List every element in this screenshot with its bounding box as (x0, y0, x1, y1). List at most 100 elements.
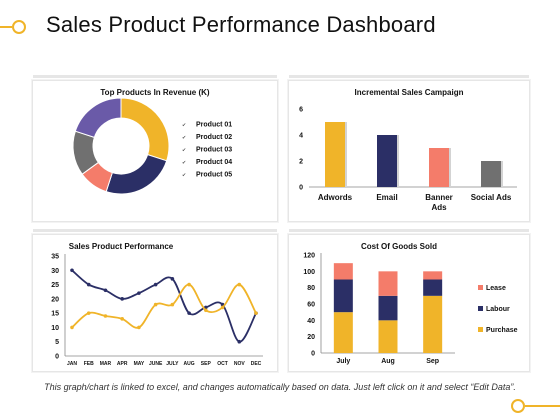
y-tick-label: 0 (299, 185, 303, 192)
series-point (204, 308, 208, 313)
series-point (137, 291, 141, 295)
x-tick-label: OCT (217, 361, 228, 367)
y-tick-label: 10 (51, 325, 59, 332)
legend-swatch (478, 306, 483, 311)
x-tick-label: NOV (234, 361, 246, 367)
stacked-bar-segment (378, 320, 398, 353)
y-tick-label: 40 (307, 318, 315, 325)
bar (429, 148, 449, 187)
x-tick-label: Banner (425, 193, 453, 202)
bar (481, 161, 501, 187)
series-point (103, 288, 108, 293)
legend-label: Product 03 (196, 147, 232, 154)
x-tick-label: July (336, 358, 350, 365)
footer-decoration-ring (511, 399, 525, 413)
legend-check-icon: ✔ (182, 173, 186, 179)
legend-label: Purchase (486, 327, 518, 334)
x-tick-label: DEC (251, 361, 262, 367)
x-tick-label: AUG (184, 361, 195, 367)
panel-top-bar (289, 75, 529, 78)
x-tick-label: Ads (431, 203, 447, 212)
y-tick-label: 0 (311, 351, 315, 358)
legend-swatch (478, 285, 483, 290)
panel-top-products: Top Products In Revenue (K) ✔ Product 01 ✔… (32, 75, 278, 222)
y-tick-label: 80 (307, 285, 315, 292)
x-tick-label: Adwords (318, 193, 353, 202)
panel-top-bar (33, 75, 277, 78)
x-tick-label: Sep (426, 358, 439, 365)
panel-top-bar (33, 229, 277, 232)
donut-slice (105, 154, 168, 195)
series-point (70, 268, 74, 273)
y-tick-label: 6 (299, 107, 303, 114)
series-line (71, 283, 257, 329)
y-tick-label: 120 (303, 253, 315, 260)
y-tick-label: 2 (299, 159, 303, 166)
y-tick-label: 100 (303, 269, 315, 276)
panel-sales-performance: Sales Product Performance 0 5 10 15 20 25 30 35… (32, 229, 278, 372)
legend-label: Lease (486, 285, 506, 292)
chart-title: Top Products In Revenue (K) (100, 88, 210, 97)
panel-incremental-sales: Incremental Sales Campaign 0 2 4 6 Adwords Em… (288, 75, 530, 222)
series-point (137, 325, 141, 330)
bar (377, 135, 397, 187)
series-point (120, 297, 124, 301)
stacked-bar-segment (423, 295, 443, 353)
legend-check-icon: ✔ (182, 148, 186, 154)
series-point (86, 311, 91, 315)
series-point (187, 311, 191, 315)
bar (325, 122, 345, 187)
y-tick-label: 5 (55, 339, 59, 346)
x-tick-label: Aug (381, 358, 395, 365)
x-tick-label: SEP (201, 361, 212, 367)
series-point (70, 325, 74, 330)
legend-label: Product 01 (196, 122, 232, 129)
page-title: Sales Product Performance Dashboard (46, 12, 436, 37)
series-point (170, 277, 175, 281)
legend-check-icon: ✔ (182, 135, 186, 141)
footer-decoration-line (525, 405, 560, 407)
y-tick-label: 35 (51, 254, 59, 261)
series-point (153, 302, 158, 307)
stacked-bar-chart: 0 20 40 60 80 100 120 July Aug Sep Lease Labour Purc… (303, 253, 518, 366)
series-point (237, 282, 242, 287)
series-point (237, 339, 242, 344)
x-tick-label: MAY (134, 361, 145, 367)
legend-label: Labour (486, 306, 510, 313)
stacked-bar-segment (423, 271, 443, 280)
panel-cost-of-goods: Cost Of Goods Sold 0 20 40 60 80 100 120 July Au… (288, 229, 530, 372)
title-decoration-line (0, 26, 12, 28)
stacked-bar-segment (423, 279, 443, 296)
series-line (71, 269, 257, 343)
header: Sales Product Performance Dashboard (0, 10, 560, 44)
x-tick-label: MAR (100, 361, 112, 367)
x-tick-label: JUNE (149, 361, 163, 367)
x-tick-label: Email (376, 193, 397, 202)
donut-slice (120, 97, 170, 162)
donut-chart: ✔ Product 01 ✔ Product 02 ✔ Product 03 ✔ Produc… (72, 97, 232, 195)
y-tick-label: 30 (51, 268, 59, 275)
series-point (120, 317, 124, 321)
series-point (187, 282, 191, 287)
x-tick-label: Social Ads (471, 193, 512, 202)
series-point (170, 302, 175, 307)
y-tick-label: 20 (51, 296, 59, 303)
series-point (103, 314, 108, 318)
stacked-bar-segment (333, 312, 353, 353)
series-point (86, 282, 91, 287)
x-tick-label: JULY (166, 361, 179, 367)
x-tick-label: APR (117, 361, 128, 367)
panel-top-bar (289, 229, 529, 232)
chart-title: Cost Of Goods Sold (361, 242, 437, 251)
title-decoration-ring (12, 20, 26, 34)
series-point (254, 311, 258, 315)
y-tick-label: 60 (307, 302, 315, 309)
chart-title: Incremental Sales Campaign (354, 88, 464, 97)
legend-label: Product 02 (196, 134, 232, 141)
stacked-bar-segment (333, 263, 353, 280)
legend-label: Product 05 (196, 172, 232, 179)
series-point (220, 305, 225, 310)
footer-note: This graph/chart is linked to excel, and… (44, 382, 516, 392)
y-tick-label: 20 (307, 334, 315, 341)
donut-slice (74, 97, 122, 138)
